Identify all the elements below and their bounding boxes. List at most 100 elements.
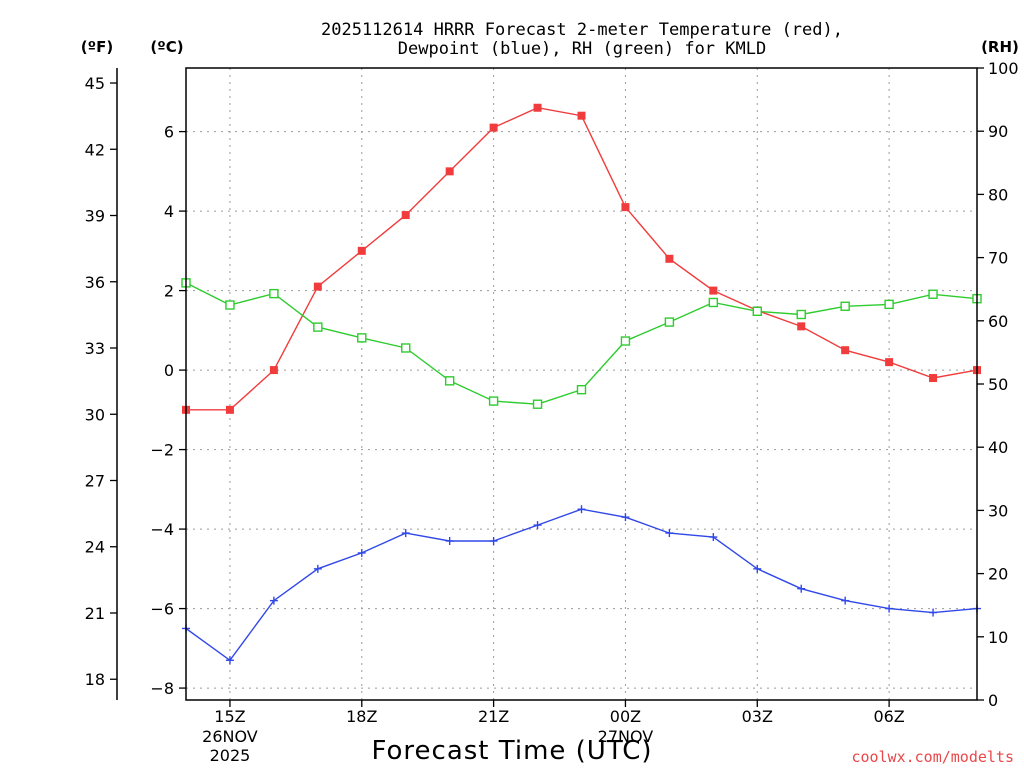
fahrenheit-tick-label: 21 (85, 604, 105, 623)
x-tick-label: 18Z (346, 707, 377, 726)
rh-point (796, 309, 806, 320)
fahrenheit-tick-label: 27 (85, 472, 105, 491)
rh-point (840, 301, 850, 311)
dewpoint-point (445, 537, 454, 546)
rh-point (576, 384, 587, 395)
x-tick-label: 21Z (478, 707, 509, 726)
x-tick-label: 03Z (742, 707, 773, 726)
dewpoint-point (357, 548, 366, 557)
fahrenheit-tick-label: 36 (85, 273, 105, 292)
temperature-point (313, 282, 322, 291)
fahrenheit-tick-label: 30 (85, 405, 105, 424)
rh-tick-label: 80 (988, 185, 1008, 204)
fahrenheit-tick-label: 18 (85, 670, 105, 689)
temperature-point (797, 322, 806, 331)
dewpoint-point (841, 596, 850, 605)
fahrenheit-tick-label: 24 (85, 538, 105, 557)
rh-tick-label: 10 (988, 628, 1008, 647)
temperature-point (533, 103, 542, 112)
rh-tick-label: 70 (988, 249, 1008, 268)
rh-tick-label: 60 (988, 312, 1008, 331)
temperature-point (841, 346, 850, 355)
temperature-point (621, 203, 630, 212)
rh-point (532, 399, 543, 409)
celsius-tick-label: 2 (164, 282, 174, 301)
rh-unit-label: (RH) (981, 38, 1019, 56)
rh-point (401, 343, 411, 353)
fahrenheit-tick-label: 45 (85, 74, 105, 93)
temperature-point (269, 366, 278, 375)
fahrenheit-unit-label: (ºF) (81, 38, 113, 56)
celsius-tick-label: −4 (150, 520, 174, 539)
dewpoint-point (225, 656, 234, 665)
celsius-tick-label: −2 (150, 441, 174, 460)
celsius-tick-label: 0 (164, 361, 174, 380)
dewpoint-point (665, 529, 674, 538)
temperature-point (665, 254, 674, 263)
temperature-point (577, 111, 586, 120)
x-tick-year-label: 2025 (210, 746, 251, 765)
rh-tick-label: 90 (988, 122, 1008, 141)
chart-title-line2: Dewpoint (blue), RH (green) for KMLD (398, 39, 766, 59)
chart-title-line1: 2025112614 HRRR Forecast 2-meter Tempera… (321, 20, 843, 40)
plot-frame (185, 67, 978, 701)
rh-tick-label: 40 (988, 438, 1008, 457)
dewpoint-point (577, 505, 586, 514)
axes: 454239363330272421186420−2−4−6−801020304… (85, 59, 1019, 765)
dewpoint-point (797, 584, 806, 593)
rh-point (357, 333, 367, 343)
grid-lines (186, 68, 977, 700)
dewpoint-point (621, 513, 630, 522)
rh-tick-label: 50 (988, 375, 1008, 394)
rh-point (752, 306, 762, 317)
rh-point (708, 297, 719, 308)
temperature-point (225, 405, 234, 414)
dewpoint-point (313, 564, 322, 573)
x-tick-date-label: 27NOV (598, 727, 654, 746)
fahrenheit-tick-label: 33 (85, 339, 105, 358)
dewpoint-point (401, 529, 410, 538)
x-tick-label: 06Z (873, 707, 904, 726)
dewpoint-point (753, 564, 762, 573)
rh-tick-label: 100 (988, 59, 1019, 78)
dewpoint-point (489, 537, 498, 546)
rh-point (269, 288, 279, 299)
series-layer (181, 103, 982, 665)
fahrenheit-tick-label: 42 (85, 140, 105, 159)
fahrenheit-tick-label: 39 (85, 207, 105, 226)
rh-point (313, 322, 323, 332)
temperature-point (709, 286, 718, 295)
x-tick-label: 00Z (610, 707, 641, 726)
rh-tick-label: 0 (988, 691, 998, 710)
celsius-tick-label: 6 (164, 123, 174, 142)
rh-point (620, 336, 631, 346)
dewpoint-point (269, 596, 278, 605)
celsius-tick-label: −6 (150, 600, 174, 619)
temperature-point (885, 358, 894, 367)
series-line-blue (185, 508, 978, 662)
temperature-point (489, 123, 498, 132)
rh-point (928, 289, 938, 299)
credit-text: coolwx.com/modelts (851, 748, 1014, 766)
temperature-point (929, 374, 938, 383)
rh-point (884, 299, 894, 310)
x-tick-date-label: 26NOV (202, 727, 258, 746)
series-line-red (186, 106, 978, 411)
dewpoint-point (885, 604, 894, 613)
rh-tick-label: 30 (988, 501, 1008, 520)
celsius-tick-label: −8 (150, 679, 174, 698)
temperature-point (401, 211, 410, 220)
temperature-point (357, 246, 366, 255)
x-axis-title: Forecast Time (UTC) (371, 736, 652, 766)
dewpoint-point (709, 533, 718, 542)
rh-point (225, 300, 235, 310)
temperature-point (445, 167, 454, 176)
dewpoint-point (929, 608, 938, 617)
rh-point (664, 317, 675, 327)
x-tick-label: 15Z (214, 707, 245, 726)
celsius-unit-label: (ºC) (150, 38, 183, 56)
dewpoint-point (533, 521, 542, 530)
celsius-tick-label: 4 (164, 202, 174, 221)
rh-tick-label: 20 (988, 565, 1008, 584)
